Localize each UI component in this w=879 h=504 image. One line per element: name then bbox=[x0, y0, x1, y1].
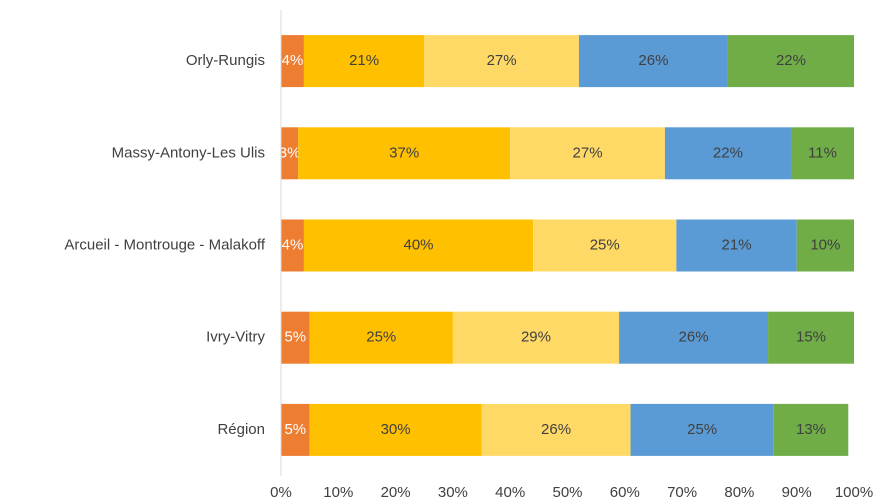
y-tick-label: Arcueil - Montrouge - Malakoff bbox=[64, 236, 265, 253]
bar-segment bbox=[303, 219, 534, 272]
bar-segment bbox=[630, 403, 774, 456]
value-label: 15% bbox=[796, 329, 826, 346]
y-tick-label: Ivry-Vitry bbox=[206, 329, 265, 346]
bar-segment bbox=[281, 403, 310, 456]
bar-segment bbox=[727, 35, 854, 88]
value-label: 4% bbox=[282, 236, 304, 253]
bar-segment bbox=[281, 219, 304, 272]
x-tick-label: 70% bbox=[667, 484, 697, 501]
value-label: 26% bbox=[541, 421, 571, 438]
value-label: 29% bbox=[521, 329, 551, 346]
value-label: 5% bbox=[284, 421, 306, 438]
y-tick-label: Orly-Rungis bbox=[186, 52, 265, 69]
bar-segment bbox=[298, 127, 511, 180]
bar-segment bbox=[481, 403, 631, 456]
bar-segment bbox=[533, 219, 677, 272]
bar-segment bbox=[664, 127, 791, 180]
value-label: 26% bbox=[679, 329, 709, 346]
value-label: 37% bbox=[389, 144, 419, 161]
value-label: 26% bbox=[638, 52, 668, 69]
y-tick-label: Massy-Antony-Les Ulis bbox=[112, 144, 265, 161]
x-tick-label: 60% bbox=[610, 484, 640, 501]
bar-segment bbox=[309, 403, 482, 456]
x-tick-label: 80% bbox=[724, 484, 754, 501]
x-tick-label: 50% bbox=[552, 484, 582, 501]
value-label: 30% bbox=[381, 421, 411, 438]
value-label: 27% bbox=[573, 144, 603, 161]
bar-segment bbox=[424, 35, 579, 88]
value-label: 40% bbox=[404, 236, 434, 253]
bar-segment bbox=[281, 35, 304, 88]
value-label: 22% bbox=[776, 52, 806, 69]
bar-segment bbox=[578, 35, 728, 88]
bar-segment bbox=[768, 311, 854, 364]
bar-segment bbox=[510, 127, 665, 180]
value-label: 3% bbox=[279, 144, 301, 161]
x-tick-label: 10% bbox=[323, 484, 353, 501]
value-label: 25% bbox=[590, 236, 620, 253]
y-tick-label: Région bbox=[217, 421, 265, 438]
value-label: 4% bbox=[282, 52, 304, 69]
x-tick-label: 20% bbox=[381, 484, 411, 501]
value-label: 5% bbox=[284, 329, 306, 346]
bar-segment bbox=[281, 127, 299, 180]
bar-segment bbox=[773, 403, 849, 456]
value-label: 10% bbox=[810, 236, 840, 253]
bar-segment bbox=[676, 219, 797, 272]
x-tick-label: 0% bbox=[270, 484, 292, 501]
bar-segment bbox=[790, 127, 854, 180]
x-tick-label: 30% bbox=[438, 484, 468, 501]
value-label: 11% bbox=[808, 144, 837, 161]
bar-segment bbox=[452, 311, 620, 364]
bar-segment bbox=[619, 311, 769, 364]
bar-segment bbox=[796, 219, 854, 272]
value-label: 27% bbox=[487, 52, 517, 69]
bar-segment bbox=[309, 311, 453, 364]
value-label: 21% bbox=[722, 236, 752, 253]
value-label: 25% bbox=[687, 421, 717, 438]
x-tick-label: 40% bbox=[495, 484, 525, 501]
bar-segment bbox=[303, 35, 425, 88]
x-tick-label: 100% bbox=[835, 484, 873, 501]
bar-segment bbox=[281, 311, 310, 364]
value-label: 22% bbox=[713, 144, 743, 161]
value-label: 21% bbox=[349, 52, 379, 69]
x-tick-label: 90% bbox=[782, 484, 812, 501]
value-label: 13% bbox=[796, 421, 826, 438]
value-label: 25% bbox=[366, 329, 396, 346]
